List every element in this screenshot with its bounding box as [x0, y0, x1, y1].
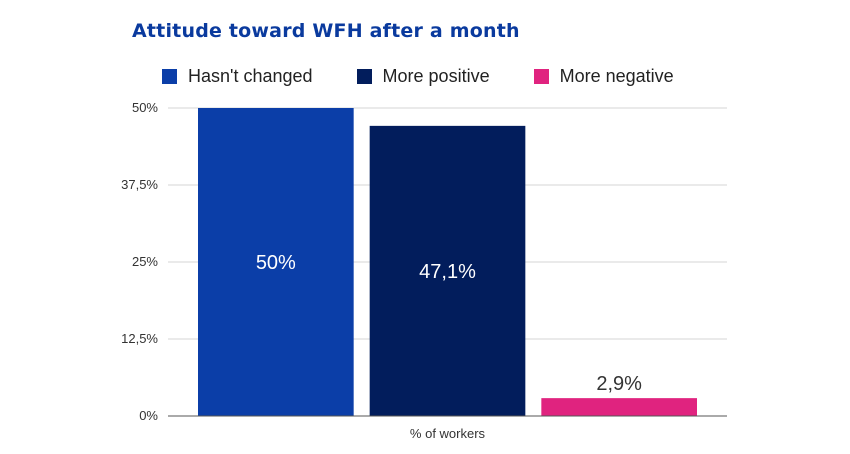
legend-item-more-negative: More negative	[533, 66, 674, 87]
bar-label-2: 2,9%	[596, 373, 642, 395]
chart-bars: 50% 47,1% 2,9%	[198, 108, 697, 416]
legend-swatch-more-positive	[356, 69, 372, 84]
chart-title: Attitude toward WFH after a month	[132, 20, 520, 42]
y-tick-label-4: 50%	[132, 100, 158, 115]
y-tick-label-1: 12,5%	[121, 331, 158, 346]
y-tick-label-3: 37,5%	[121, 177, 158, 192]
bar-label-0: 50%	[256, 252, 296, 274]
bar-1	[369, 125, 526, 416]
legend-item-hasnt-changed: Hasn't changed	[162, 66, 313, 87]
bar-label-1: 47,1%	[419, 261, 476, 283]
legend-swatch-hasnt-changed	[162, 69, 177, 84]
y-tick-label-0: 0%	[139, 408, 158, 423]
y-tick-label-2: 25%	[132, 254, 158, 269]
bar-0	[198, 108, 354, 416]
y-axis-ticks: 0% 12,5% 25% 37,5% 50%	[121, 100, 158, 423]
bar-2	[541, 398, 697, 416]
x-axis-label: % of workers	[410, 426, 486, 441]
legend-label-hasnt-changed: Hasn't changed	[188, 66, 313, 86]
legend-swatch-more-negative	[533, 69, 549, 84]
legend-item-more-positive: More positive	[356, 66, 490, 87]
legend-label-more-negative: More negative	[559, 66, 674, 86]
legend-label-more-positive: More positive	[382, 66, 490, 86]
chart-legend: Hasn't changed More positive More negati…	[162, 66, 718, 87]
